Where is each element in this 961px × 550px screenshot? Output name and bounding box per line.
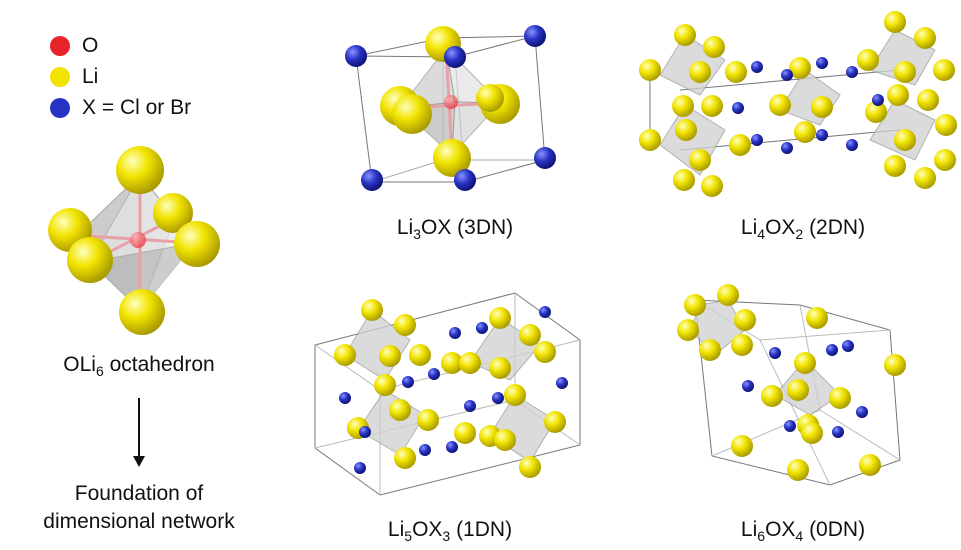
li5ox3-model xyxy=(314,292,581,496)
li5ox3-label: Li5OX3 (1DN) xyxy=(387,518,513,545)
legend-label-lithium: Li xyxy=(82,64,99,88)
li3ox-model xyxy=(345,25,556,191)
arrow-down-icon xyxy=(133,456,145,467)
lithium-atom xyxy=(153,193,193,233)
li3ox-label: Li3OX (3DN) xyxy=(396,216,514,243)
lithium-atom xyxy=(174,221,220,267)
legend-item-lithium: Li xyxy=(50,61,191,92)
legend-item-halide: X = Cl or Br xyxy=(50,92,191,123)
li6ox4-model xyxy=(677,284,906,486)
octahedron-model xyxy=(48,146,220,335)
li6ox4-label: Li6OX4 (0DN) xyxy=(740,518,866,545)
legend-label-halide: X = Cl or Br xyxy=(82,95,192,119)
arrow-line xyxy=(138,398,140,458)
lithium-atom xyxy=(119,289,165,335)
legend: O Li X = Cl or Br xyxy=(50,30,191,123)
legend-label-oxygen: O xyxy=(82,33,99,57)
lithium-dot-icon xyxy=(50,66,70,87)
foundation-label: Foundation of dimensional network xyxy=(43,482,235,533)
li4ox2-label: Li4OX2 (2DN) xyxy=(740,216,866,243)
legend-item-oxygen: O xyxy=(50,30,191,61)
lithium-atom xyxy=(116,146,164,194)
li4ox2-model xyxy=(639,11,957,197)
octahedron-label: OLi6 octahedron xyxy=(63,353,215,380)
halide-dot-icon xyxy=(50,97,70,118)
lithium-atom xyxy=(67,237,113,283)
oxygen-dot-icon xyxy=(50,35,70,56)
